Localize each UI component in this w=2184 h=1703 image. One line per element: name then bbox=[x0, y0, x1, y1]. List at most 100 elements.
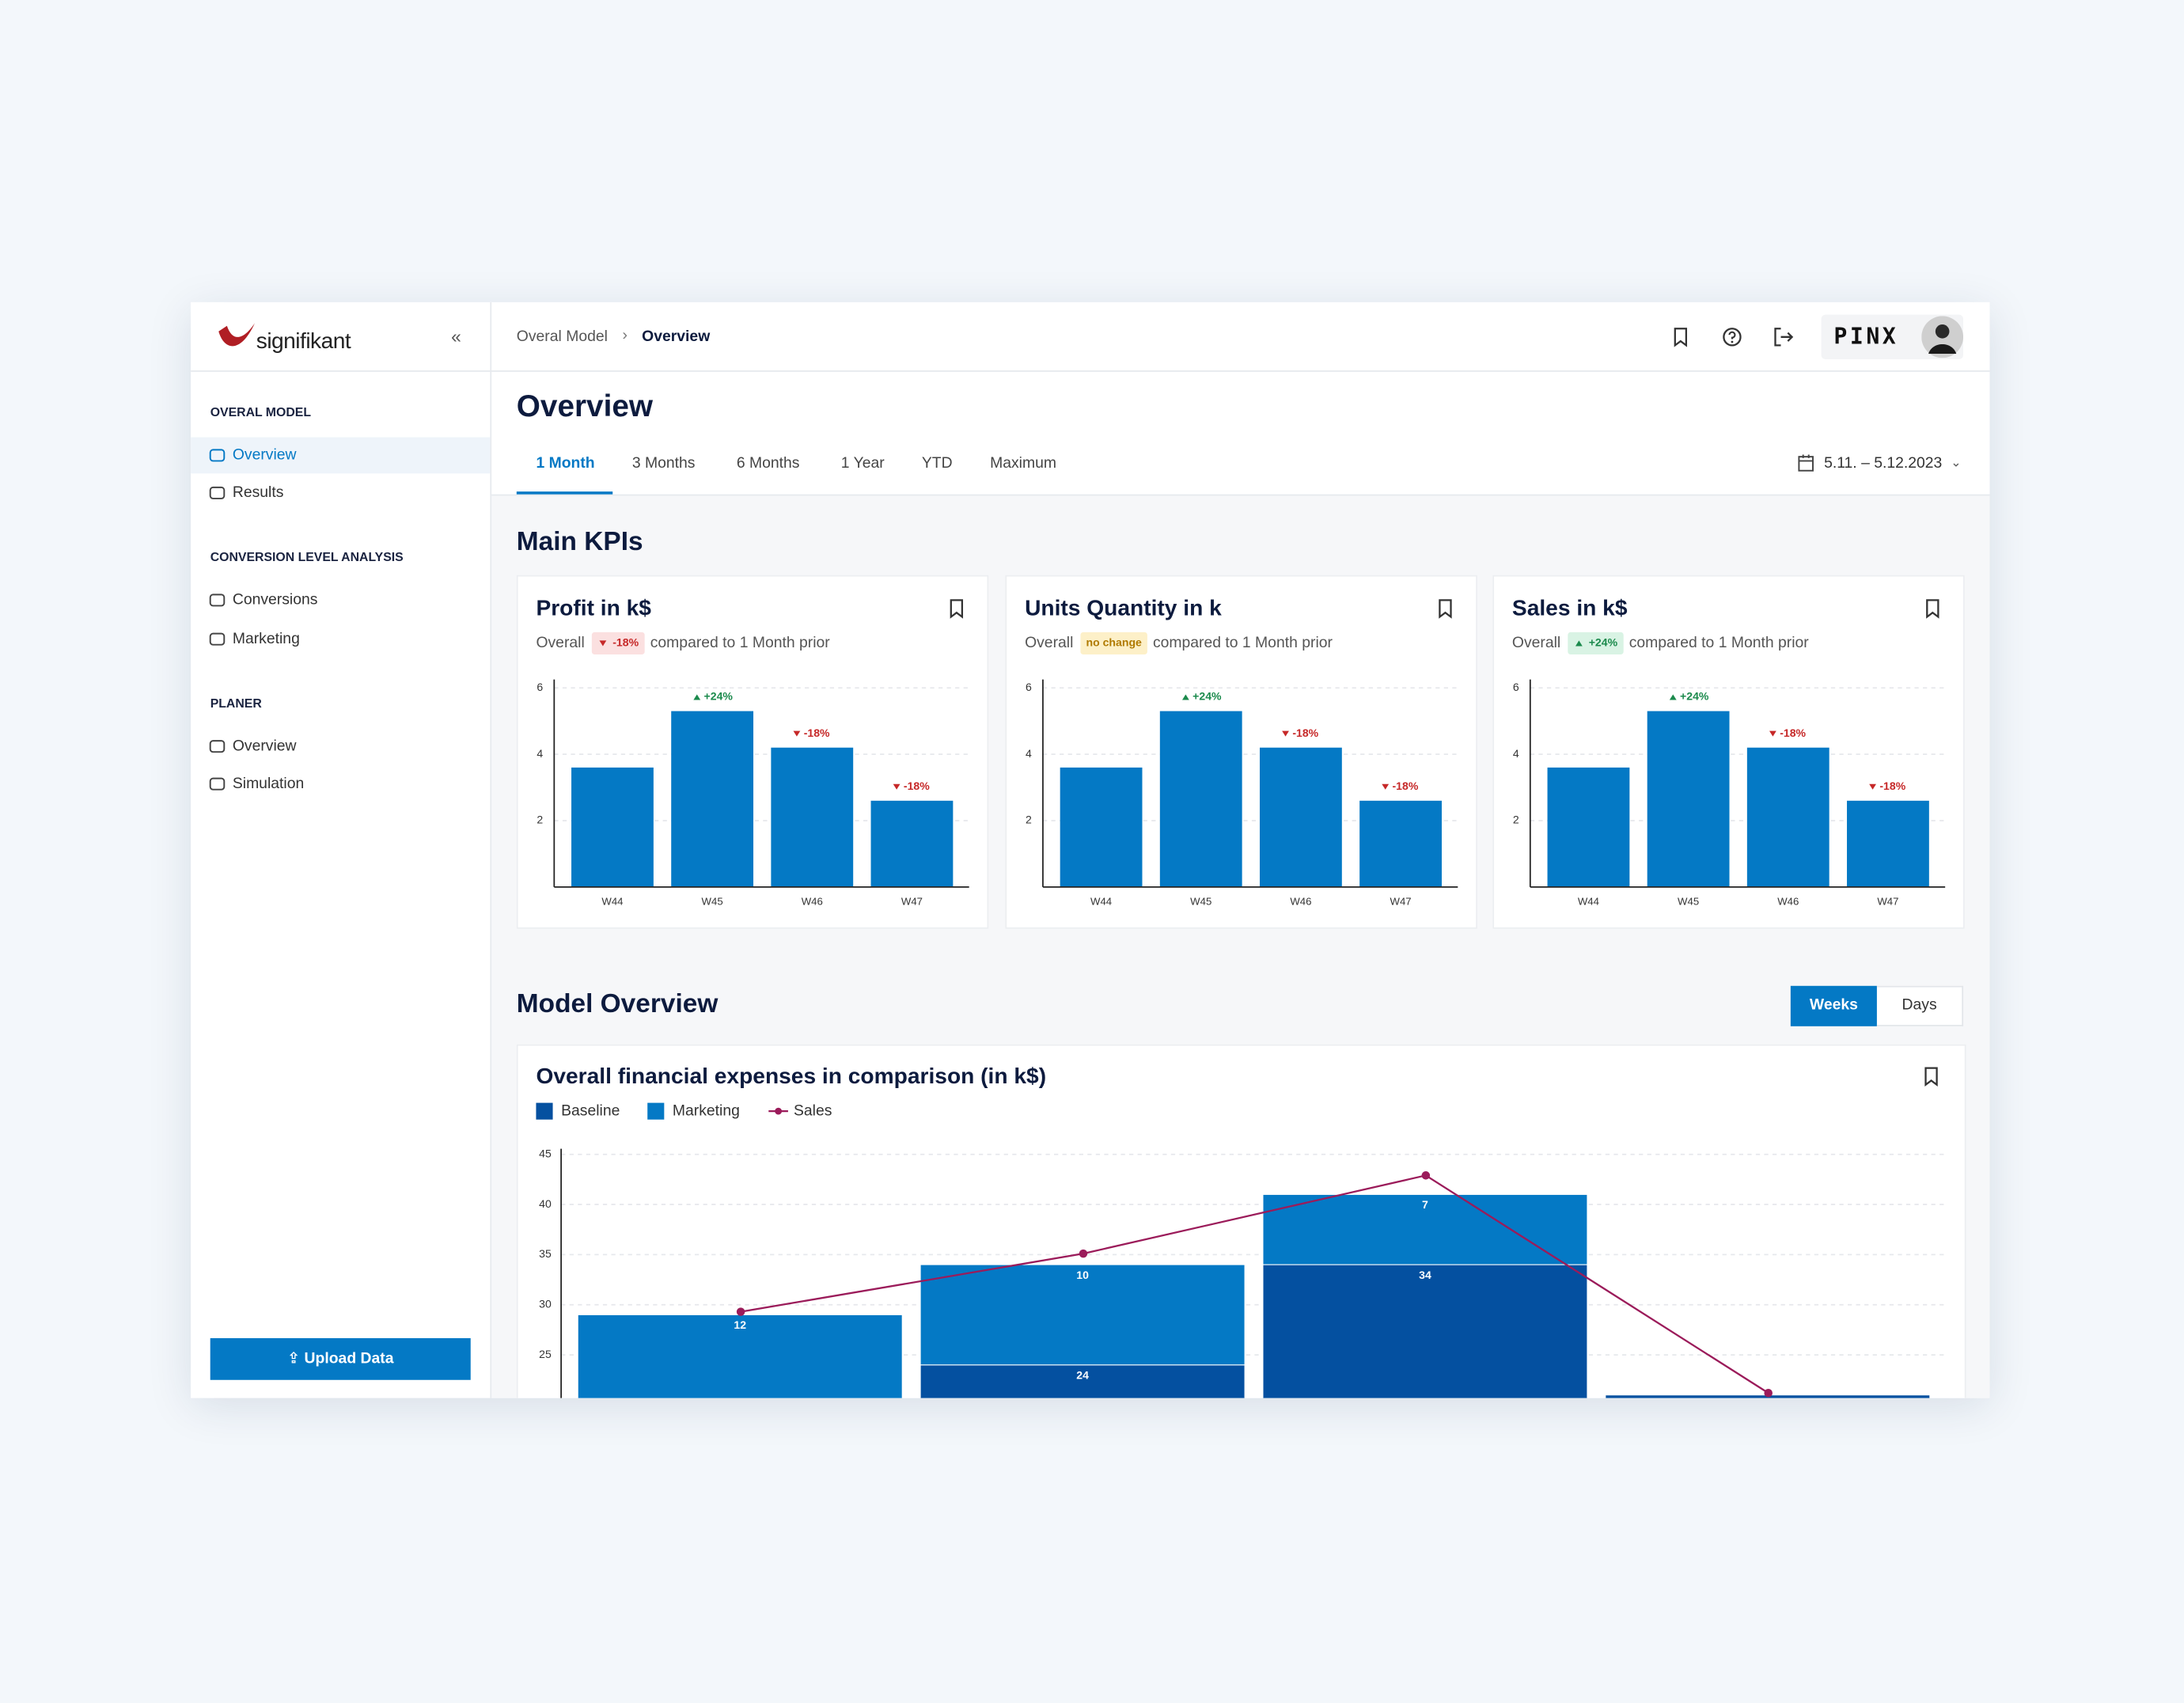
legend-swatch bbox=[647, 1102, 665, 1120]
trend-arrow bbox=[1282, 730, 1289, 737]
nav-icon-shape bbox=[209, 632, 226, 646]
y-tick-label: 6 bbox=[1026, 681, 1032, 693]
bar-annotation: -18% bbox=[904, 779, 930, 792]
period-tab[interactable]: YTD bbox=[921, 455, 953, 472]
y-tick-label: 4 bbox=[1513, 747, 1519, 760]
kpi-overall: Overall bbox=[1025, 635, 1074, 652]
bookmark-icon[interactable] bbox=[1671, 326, 1691, 348]
kpi-section-title: Main KPIs bbox=[516, 527, 643, 557]
date-chevron[interactable]: ⌄ bbox=[1951, 455, 1962, 469]
nav-item[interactable]: Conversions bbox=[232, 591, 318, 609]
legend-swatch bbox=[536, 1102, 553, 1120]
chart-title: Overall financial expenses in comparison… bbox=[536, 1065, 1047, 1090]
bar-annotation: +24% bbox=[1680, 690, 1709, 703]
legend-label: Baseline bbox=[561, 1102, 620, 1120]
y-tick-label: 2 bbox=[1513, 814, 1519, 826]
y-tick-label: 35 bbox=[539, 1247, 552, 1260]
period-tab[interactable]: Maximum bbox=[990, 455, 1056, 472]
nav-icon bbox=[209, 740, 226, 753]
nav-section-title: OVERAL MODEL bbox=[210, 405, 311, 419]
y-tick-label: 30 bbox=[539, 1297, 552, 1310]
bar-segment bbox=[1262, 1193, 1588, 1265]
bookmark-icon[interactable] bbox=[1923, 1067, 1939, 1087]
avatar[interactable] bbox=[1921, 316, 1964, 358]
kpi-chart: 2 4 6 W44 W45 +24% W46 -18% W47 -18% bbox=[1513, 679, 1946, 908]
bar bbox=[1847, 800, 1929, 887]
y-tick-label: 40 bbox=[539, 1197, 552, 1210]
nav-item[interactable]: Results bbox=[232, 484, 284, 502]
period-tab[interactable]: 3 Months bbox=[631, 455, 696, 472]
kpi-title: Units Quantity in k bbox=[1025, 597, 1222, 621]
nav-icon-shape bbox=[209, 486, 226, 499]
kpi-badge: +24% bbox=[1568, 632, 1624, 655]
bar bbox=[771, 747, 854, 887]
x-tick-label: W45 bbox=[1190, 896, 1211, 908]
x-tick-label: W44 bbox=[601, 896, 623, 908]
kpi-card: Sales in k$ Overall +24% compared to 1 Mont… bbox=[1492, 575, 1965, 929]
legend-key bbox=[647, 1102, 665, 1120]
sales-point bbox=[736, 1307, 745, 1316]
bar bbox=[1547, 767, 1630, 887]
bar-segment bbox=[919, 1364, 1246, 1398]
bar-annotation: +24% bbox=[704, 690, 734, 703]
legend-dot bbox=[775, 1107, 783, 1115]
nav-icon bbox=[209, 777, 226, 791]
kpi-comparison: compared to 1 Month prior bbox=[650, 635, 830, 652]
nav-section-title: PLANER bbox=[210, 696, 262, 711]
x-tick-label: W44 bbox=[1578, 896, 1599, 908]
nav-item[interactable]: Simulation bbox=[232, 776, 305, 793]
toggle-weeks[interactable]: Weeks bbox=[1790, 985, 1877, 1026]
bar bbox=[1647, 711, 1730, 887]
kpi-title: Profit in k$ bbox=[536, 597, 651, 621]
bar-value-label: 12 bbox=[734, 1318, 746, 1331]
date-range[interactable]: 5.11. – 5.12.2023 bbox=[1824, 455, 1943, 472]
bar-value-label: 34 bbox=[1419, 1269, 1431, 1281]
nav-item[interactable]: Overview bbox=[232, 738, 297, 755]
period-tab[interactable]: 1 Month bbox=[536, 455, 595, 472]
trend-arrow bbox=[793, 730, 801, 737]
logout-icon[interactable] bbox=[1773, 326, 1795, 348]
bookmark-shape bbox=[1439, 599, 1452, 619]
nav-icon-shape bbox=[209, 740, 226, 753]
upload-button[interactable]: ⇪ Upload Data bbox=[210, 1337, 471, 1380]
nav-item[interactable]: Overview bbox=[232, 446, 297, 464]
trend-arrow bbox=[599, 640, 607, 647]
kpi-card: Units Quantity in k Overall no change compa… bbox=[1005, 575, 1477, 929]
kpi-overall: Overall bbox=[1511, 635, 1561, 652]
nav-item[interactable]: Marketing bbox=[232, 631, 300, 648]
header-border bbox=[191, 370, 1990, 372]
help-icon[interactable] bbox=[1721, 326, 1743, 348]
bar-value-label: 7 bbox=[1422, 1198, 1428, 1211]
trend-arrow bbox=[1769, 730, 1776, 737]
breadcrumb-parent[interactable]: Overal Model bbox=[516, 328, 608, 346]
bookmark-shape bbox=[1924, 1067, 1938, 1087]
brand: PINX bbox=[1833, 323, 1899, 350]
bar-segment bbox=[1262, 1264, 1588, 1398]
bookmark-icon[interactable] bbox=[1437, 599, 1454, 620]
collapse-button[interactable]: « bbox=[451, 325, 461, 347]
toggle-days[interactable]: Days bbox=[1876, 985, 1964, 1026]
tabs-border bbox=[491, 494, 1990, 496]
period-tab[interactable]: 1 Year bbox=[840, 455, 885, 472]
bar bbox=[1359, 800, 1442, 887]
bar bbox=[671, 711, 754, 887]
bookmark-icon[interactable] bbox=[948, 599, 965, 620]
bookmark-icon[interactable] bbox=[1924, 599, 1941, 620]
trend-arrow bbox=[1869, 783, 1876, 790]
logo: signifikant bbox=[256, 330, 351, 354]
trend-arrow bbox=[693, 694, 701, 700]
bar-annotation: -18% bbox=[1393, 779, 1419, 792]
upload-label: Upload Data bbox=[304, 1350, 394, 1367]
x-tick-label: W46 bbox=[1777, 896, 1799, 908]
sales-line bbox=[740, 1174, 1769, 1394]
badge-arrow bbox=[1575, 640, 1583, 647]
kpi-comparison: compared to 1 Month prior bbox=[1152, 635, 1333, 652]
kpi-badge: -18% bbox=[591, 632, 645, 655]
calendar-icon bbox=[1798, 454, 1814, 472]
period-tab[interactable]: 6 Months bbox=[736, 455, 800, 472]
x-tick-label: W44 bbox=[1090, 896, 1112, 908]
bar-annotation: -18% bbox=[804, 726, 830, 739]
kpi-chart: 2 4 6 W44 W45 +24% W46 -18% W47 -18% bbox=[537, 679, 969, 908]
x-tick-label: W47 bbox=[1877, 896, 1898, 908]
